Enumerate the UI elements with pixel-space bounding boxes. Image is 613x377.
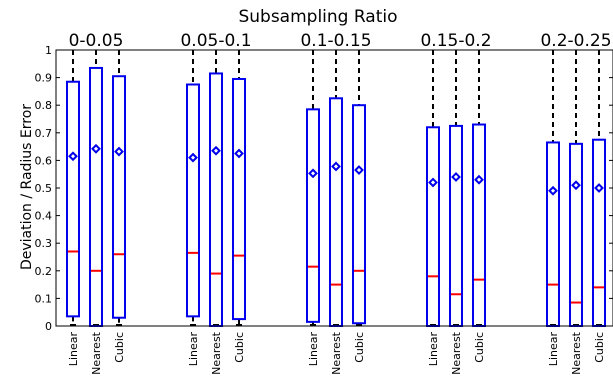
y-tick-label: 0.2 <box>35 265 53 278</box>
mean-marker <box>114 146 124 157</box>
box <box>352 104 366 325</box>
mean-marker <box>571 180 581 191</box>
x-tick-label: Nearest <box>450 331 463 375</box>
x-tick-label: Cubic <box>473 332 486 363</box>
mean-marker <box>428 177 438 188</box>
group-label: 0.05-0.1 <box>180 31 251 51</box>
box <box>592 138 606 327</box>
x-tick-label: Nearest <box>90 331 103 375</box>
box <box>66 80 80 318</box>
x-tick-label: Cubic <box>113 332 126 363</box>
y-axis-label: Deviation / Radius Error <box>19 104 35 270</box>
mean-marker <box>548 185 558 196</box>
y-tick-label: 0.6 <box>35 154 53 167</box>
plot-frame <box>55 49 613 327</box>
x-tick-label: Nearest <box>210 331 223 375</box>
box <box>112 75 126 319</box>
y-tick-label: 0.8 <box>35 99 53 112</box>
mean-marker <box>234 148 244 159</box>
box <box>426 126 440 327</box>
mean-marker <box>451 172 461 182</box>
x-tick-label: Linear <box>187 332 200 367</box>
mean-marker <box>354 165 364 175</box>
x-tick-label: Cubic <box>233 332 246 363</box>
box <box>472 123 486 327</box>
x-tick-label: Linear <box>67 332 80 367</box>
mean-marker <box>594 183 604 193</box>
x-axis-tick-labels: Linear Nearest Cubic Linear Nearest Cubic Line… <box>67 331 606 375</box>
box <box>546 141 560 327</box>
group-label: 0.1-0.15 <box>300 31 371 51</box>
y-tick-label: 0.1 <box>35 292 53 305</box>
box <box>232 77 246 321</box>
y-tick-label: 0.4 <box>35 210 53 223</box>
box <box>186 83 200 318</box>
y-tick-label: 0 <box>45 320 52 333</box>
mean-marker <box>68 151 78 162</box>
x-tick-label: Nearest <box>570 331 583 375</box>
mean-marker <box>308 168 318 179</box>
mean-marker <box>474 174 484 185</box>
y-tick-label: 0.3 <box>35 237 53 250</box>
x-tick-label: Linear <box>307 332 320 367</box>
mean-marker <box>91 143 101 154</box>
y-tick-label: 0.7 <box>35 127 53 140</box>
box <box>209 72 223 327</box>
y-tick-label: 0.5 <box>35 182 53 195</box>
box <box>329 97 343 327</box>
chart-title: Subsampling Ratio <box>238 7 397 27</box>
box <box>306 108 320 323</box>
group-label: 0.2-0.25 <box>540 31 611 51</box>
y-tick-label: 0.9 <box>35 72 53 85</box>
plot-area <box>66 50 606 328</box>
group-label: 0-0.05 <box>69 31 124 51</box>
mean-marker <box>211 145 221 156</box>
x-tick-label: Linear <box>427 332 440 367</box>
y-axis-ticks: 0 0.1 0.2 0.3 0.4 0.5 0.6 0.7 0.8 0.9 1 <box>35 44 613 333</box>
group-labels: 0-0.05 0.05-0.1 0.1-0.15 0.15-0.2 0.2-0.25 <box>69 31 612 51</box>
mean-marker <box>331 161 341 172</box>
x-tick-label: Cubic <box>353 332 366 363</box>
box <box>449 124 463 328</box>
y-tick-label: 1 <box>45 44 52 57</box>
x-tick-label: Cubic <box>593 332 606 363</box>
box <box>569 142 583 327</box>
mean-marker <box>188 152 198 163</box>
x-tick-label: Linear <box>547 332 560 367</box>
box <box>89 66 103 327</box>
x-tick-label: Nearest <box>330 331 343 375</box>
group-label: 0.15-0.2 <box>420 31 491 51</box>
